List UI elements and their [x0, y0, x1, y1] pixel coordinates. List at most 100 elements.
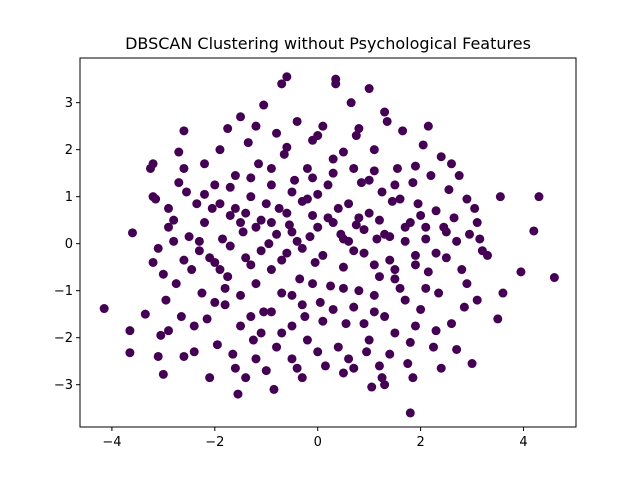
data-point [423, 267, 433, 277]
data-point [462, 194, 472, 204]
data-point [205, 253, 215, 263]
y-tick-label: 3 [65, 96, 73, 111]
data-point [300, 312, 310, 322]
data-point [475, 234, 485, 244]
data-point [246, 173, 256, 183]
data-point [318, 316, 328, 326]
data-point [156, 330, 166, 340]
data-point [223, 124, 233, 134]
data-point [516, 267, 526, 277]
data-point [318, 121, 328, 131]
data-point [392, 163, 402, 173]
plot-area-frame [79, 57, 577, 428]
data-point [493, 314, 503, 324]
data-point [426, 171, 436, 181]
data-point [246, 192, 256, 202]
data-point [287, 321, 297, 331]
data-point [261, 366, 271, 376]
x-tick-label: 0 [314, 435, 322, 450]
data-point [320, 361, 330, 371]
data-point [459, 302, 469, 312]
data-point [436, 363, 446, 373]
data-point [374, 215, 384, 225]
data-point [236, 218, 246, 228]
data-point [179, 126, 189, 136]
data-point [470, 203, 480, 213]
data-point [302, 194, 312, 204]
data-point [398, 126, 408, 136]
data-point [259, 100, 269, 110]
data-point [344, 199, 354, 209]
data-point [164, 222, 173, 232]
data-point [400, 295, 410, 305]
data-point [189, 347, 199, 357]
data-point [410, 250, 420, 260]
data-point [125, 326, 135, 336]
data-point [382, 116, 392, 126]
x-axis: −4 −2 0 2 4 [102, 427, 528, 450]
data-point [338, 283, 348, 293]
data-point [246, 312, 256, 322]
data-point [266, 307, 276, 317]
data-point [310, 257, 320, 267]
data-point [395, 283, 405, 293]
data-point [390, 265, 400, 275]
data-point [158, 269, 168, 279]
data-point [287, 290, 297, 300]
data-point [454, 171, 464, 181]
data-point [251, 279, 261, 289]
data-point [441, 253, 451, 263]
data-point [413, 199, 423, 209]
data-point [215, 145, 225, 155]
data-point [328, 218, 338, 228]
data-point [326, 281, 336, 291]
data-point [418, 140, 428, 150]
data-point [254, 159, 264, 169]
data-point [236, 290, 246, 300]
data-point [182, 187, 192, 197]
data-point [374, 272, 384, 282]
data-point [287, 354, 297, 364]
data-point [359, 225, 369, 235]
data-point [410, 321, 420, 331]
data-point [472, 218, 482, 228]
data-point [405, 218, 415, 228]
data-point [428, 342, 438, 352]
data-point [369, 166, 379, 176]
data-point [127, 228, 137, 238]
data-point [403, 359, 413, 369]
data-point [315, 297, 325, 307]
data-point [225, 241, 235, 251]
data-point [333, 203, 343, 213]
data-point [282, 248, 292, 258]
data-point [302, 335, 312, 345]
data-point [369, 260, 379, 270]
y-tick-label: 0 [65, 237, 73, 252]
points-layer [99, 72, 559, 418]
data-point [148, 159, 158, 169]
y-tick-label: 1 [65, 190, 73, 205]
data-point [354, 286, 364, 296]
data-point [236, 112, 246, 122]
data-point [431, 206, 441, 216]
data-point [452, 236, 462, 246]
data-point [416, 210, 426, 220]
data-point [220, 283, 230, 293]
data-point [238, 227, 248, 237]
y-tick-label: 2 [65, 143, 73, 158]
data-point [421, 234, 431, 244]
data-point [359, 248, 369, 258]
data-point [297, 243, 307, 253]
data-point [230, 203, 240, 213]
x-tick-label: −4 [102, 435, 121, 450]
data-point [202, 314, 212, 324]
data-point [284, 220, 294, 230]
data-point [197, 288, 207, 298]
data-point [441, 227, 451, 237]
data-point [207, 203, 217, 213]
data-point [261, 199, 271, 209]
data-point [372, 234, 382, 244]
data-point [187, 265, 197, 275]
data-point [228, 349, 238, 359]
data-point [410, 260, 420, 270]
